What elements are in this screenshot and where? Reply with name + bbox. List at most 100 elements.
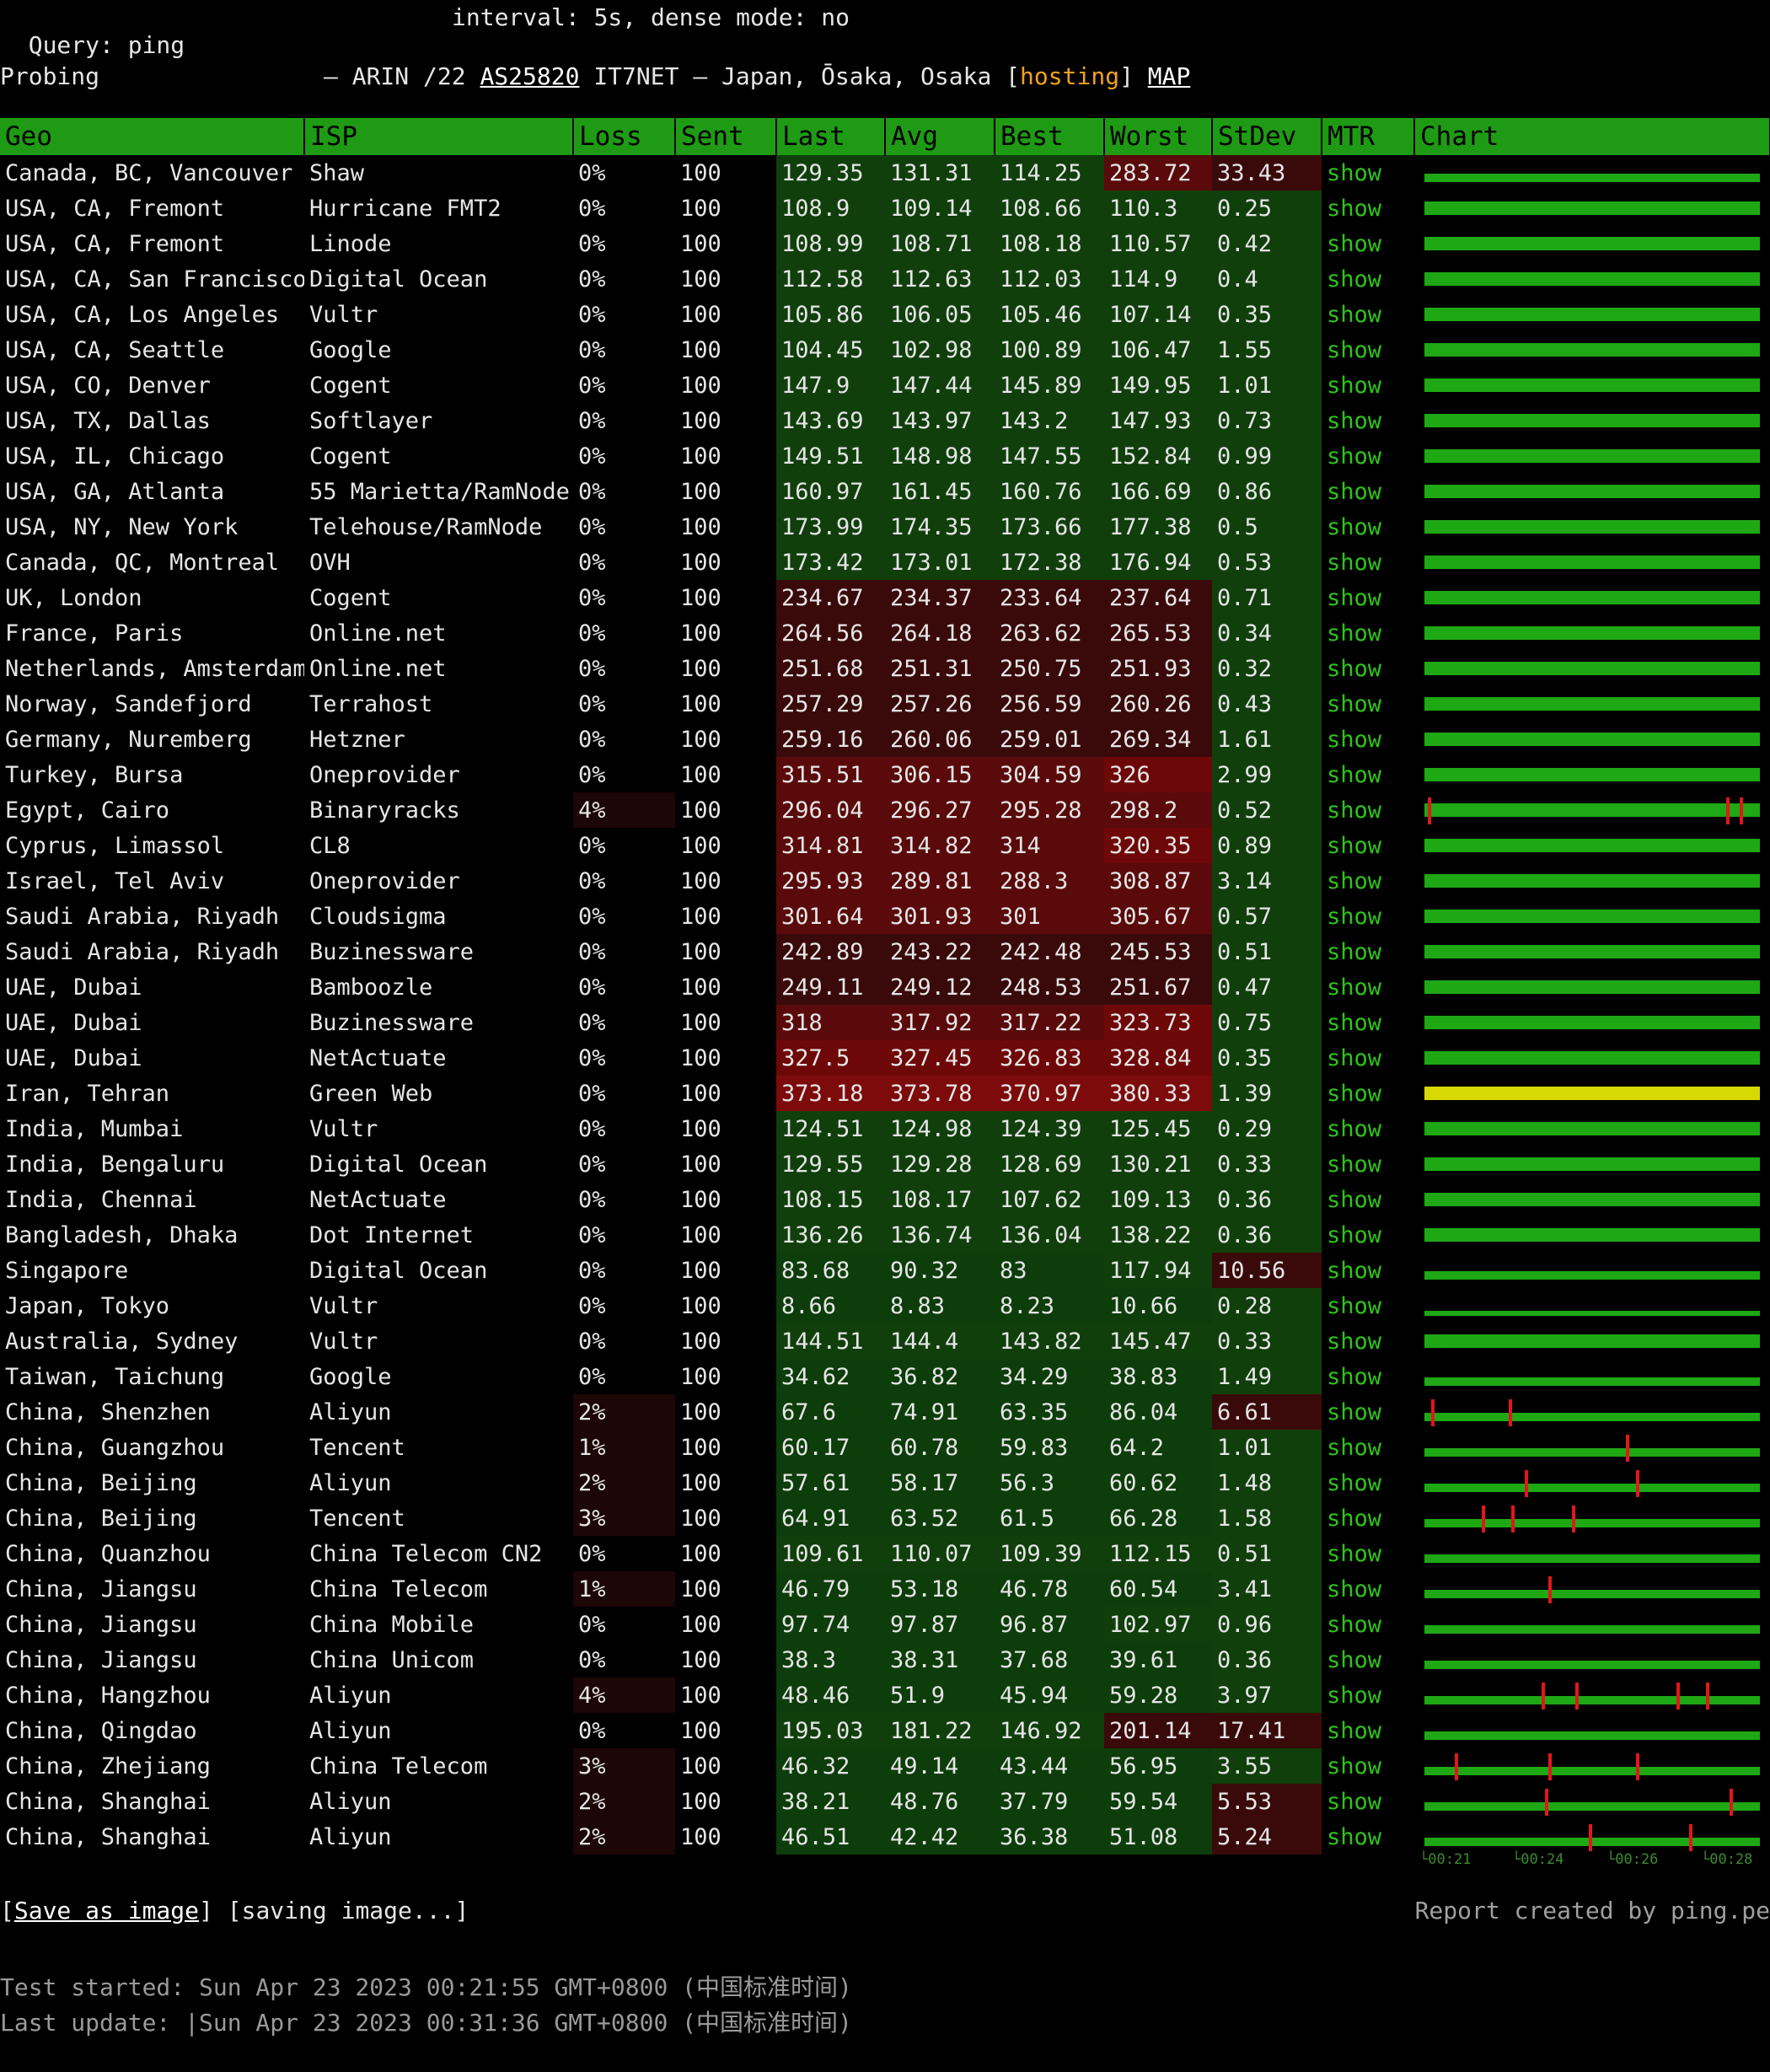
map-link[interactable]: MAP [1147,62,1191,90]
cell-stdev: 33.43 [1212,155,1322,191]
cell-best: 114.25 [995,155,1104,191]
cell-mtr[interactable]: show [1327,1682,1382,1709]
latency-sparkline [1424,1040,1760,1076]
cell-mtr[interactable]: show [1327,1823,1382,1850]
cell-avg: 249.12 [885,969,995,1005]
asn-link[interactable]: AS25820 [480,62,580,90]
cell-mtr[interactable]: show [1327,1363,1382,1390]
cell-loss: 2% [573,1784,675,1819]
cell-mtr[interactable]: show [1327,1717,1382,1744]
cell-mtr[interactable]: show [1327,1151,1382,1178]
cell-stdev: 0.86 [1212,474,1322,509]
cell-mtr[interactable]: show [1327,407,1382,434]
cell-mtr[interactable]: show [1327,195,1382,222]
cell-mtr[interactable]: show [1327,1398,1382,1425]
cell-mtr[interactable]: show [1327,513,1382,540]
cell-mtr[interactable]: show [1327,1505,1382,1532]
cell-mtr[interactable]: show [1327,832,1382,859]
cell-mtr[interactable]: show [1327,1292,1382,1319]
cell-mtr[interactable]: show [1327,443,1382,470]
cell-mtr[interactable]: show [1327,1575,1382,1602]
table-row: China, Shanghai Aliyun 2% 100 38.21 48.76 37.7… [0,1784,1770,1819]
cell-mtr[interactable]: show [1327,1646,1382,1673]
latency-sparkline [1424,545,1760,580]
cell-mtr[interactable]: show [1327,159,1382,186]
cell-mtr[interactable]: show [1327,584,1382,611]
latency-sparkline [1424,1571,1760,1607]
cell-chart [1414,1748,1770,1784]
cell-mtr[interactable]: show [1327,797,1382,824]
packet-loss-spike [1545,1789,1549,1816]
cell-mtr[interactable]: show [1327,372,1382,399]
cell-avg: 129.28 [885,1146,995,1182]
cell-mtr[interactable]: show [1327,1753,1382,1779]
cell-mtr[interactable]: show [1327,1009,1382,1036]
cell-worst: 10.66 [1104,1288,1212,1323]
cell-mtr[interactable]: show [1327,1080,1382,1107]
cell-mtr[interactable]: show [1327,301,1382,328]
latency-sparkline [1424,1430,1760,1465]
cell-loss: 0% [578,159,606,186]
cell-chart [1414,261,1770,297]
latency-sparkline [1424,438,1760,474]
cell-geo: China, Jiangsu [5,1611,197,1638]
cell-mtr[interactable]: show [1327,690,1382,717]
cell-mtr[interactable]: show [1327,1186,1382,1213]
cell-worst: 59.54 [1104,1784,1212,1819]
cell-mtr[interactable]: show [1327,1044,1382,1071]
cell-best: 145.89 [995,368,1104,403]
cell-sent: 100 [680,1151,721,1178]
packet-loss-spike [1430,1399,1435,1426]
cell-mtr[interactable]: show [1327,230,1382,257]
packet-loss-spike [1726,797,1730,824]
cell-loss: 0% [578,1257,606,1284]
table-row: Canada, BC, Vancouver Shaw 0% 100 129.35 131.… [0,155,1770,191]
cell-sent: 100 [680,655,721,682]
sparkline-bar [1424,343,1760,357]
cell-mtr[interactable]: show [1327,336,1382,363]
cell-mtr[interactable]: show [1327,1611,1382,1638]
cell-mtr[interactable]: show [1327,620,1382,647]
cell-best: 314 [995,828,1104,863]
cell-mtr[interactable]: show [1327,938,1382,965]
cell-worst: 107.14 [1104,297,1212,332]
cell-avg: 327.45 [885,1040,995,1076]
cell-mtr[interactable]: show [1327,549,1382,576]
table-row: China, Shanghai Aliyun 2% 100 46.51 42.42 36.3… [0,1819,1770,1855]
cell-mtr[interactable]: show [1327,867,1382,894]
save-as-image-link[interactable]: Save as image [13,1897,200,1924]
cell-mtr[interactable]: show [1327,1257,1382,1284]
cell-sent: 100 [680,797,721,824]
sparkline-bar [1424,1228,1760,1242]
cell-avg: 317.92 [885,1005,995,1040]
cell-worst: 283.72 [1104,155,1212,191]
cell-mtr[interactable]: show [1327,1115,1382,1142]
cell-last: 373.18 [776,1076,885,1111]
cell-mtr[interactable]: show [1327,903,1382,930]
cell-mtr[interactable]: show [1327,1469,1382,1496]
sparkline-bar [1424,1122,1760,1135]
cell-geo: India, Mumbai [5,1115,184,1142]
cell-best: 61.5 [995,1500,1104,1536]
cell-mtr[interactable]: show [1327,1788,1382,1815]
cell-loss: 2% [573,1394,675,1430]
cell-mtr[interactable]: show [1327,974,1382,1001]
table-row: China, Jiangsu China Mobile 0% 100 97.74 97.8… [0,1607,1770,1642]
cell-best: 108.18 [995,226,1104,261]
cell-stdev: 0.43 [1212,686,1322,722]
cell-loss: 0% [578,832,606,859]
cell-mtr[interactable]: show [1327,726,1382,753]
cell-mtr[interactable]: show [1327,655,1382,682]
probing-location: IT7NET – Japan, Ōsaka, Osaka [ [593,62,1021,90]
cell-loss: 0% [578,1292,606,1319]
cell-avg: 251.31 [885,651,995,686]
cell-mtr[interactable]: show [1327,478,1382,505]
cell-mtr[interactable]: show [1327,1434,1382,1461]
cell-mtr[interactable]: show [1327,1328,1382,1355]
cell-last: 173.42 [776,545,885,580]
cell-mtr[interactable]: show [1327,266,1382,293]
cell-mtr[interactable]: show [1327,761,1382,788]
cell-best: 263.62 [995,615,1104,651]
cell-mtr[interactable]: show [1327,1540,1382,1567]
cell-mtr[interactable]: show [1327,1221,1382,1248]
